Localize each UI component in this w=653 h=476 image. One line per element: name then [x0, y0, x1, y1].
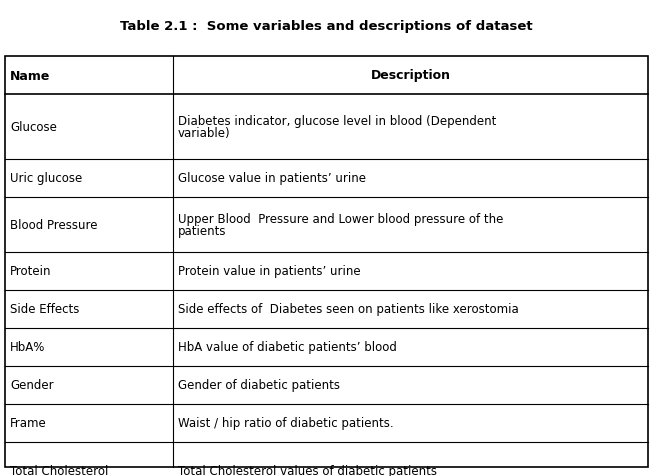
Text: Glucose: Glucose [10, 121, 57, 134]
Text: Blood Pressure: Blood Pressure [10, 218, 97, 231]
Text: Gender: Gender [10, 379, 54, 392]
Text: HbA value of diabetic patients’ blood: HbA value of diabetic patients’ blood [178, 341, 397, 354]
Text: Gender of diabetic patients: Gender of diabetic patients [178, 379, 340, 392]
Text: Total Cholesterol values of diabetic patients: Total Cholesterol values of diabetic pat… [178, 465, 437, 476]
Bar [5, 57, 648, 467]
Text: Upper Blood  Pressure and Lower blood pressure of the: Upper Blood Pressure and Lower blood pre… [178, 212, 503, 225]
Text: Frame: Frame [10, 416, 47, 430]
Text: Uric glucose: Uric glucose [10, 172, 82, 185]
Text: Glucose value in patients’ urine: Glucose value in patients’ urine [178, 172, 366, 185]
Text: Table 2.1 :  Some variables and descriptions of dataset: Table 2.1 : Some variables and descripti… [120, 20, 533, 33]
Text: Total Cholesterol: Total Cholesterol [10, 465, 108, 476]
Text: Description: Description [370, 69, 451, 82]
Text: patients: patients [178, 225, 227, 238]
Text: Name: Name [10, 69, 50, 82]
Text: HbA%: HbA% [10, 341, 45, 354]
Text: variable): variable) [178, 127, 231, 140]
Text: Waist / hip ratio of diabetic patients.: Waist / hip ratio of diabetic patients. [178, 416, 394, 430]
Text: Side Effects: Side Effects [10, 303, 80, 316]
Text: Side effects of  Diabetes seen on patients like xerostomia: Side effects of Diabetes seen on patient… [178, 303, 518, 316]
Text: Protein: Protein [10, 265, 52, 278]
Text: Diabetes indicator, glucose level in blood (Dependent: Diabetes indicator, glucose level in blo… [178, 114, 496, 128]
Text: Protein value in patients’ urine: Protein value in patients’ urine [178, 265, 360, 278]
